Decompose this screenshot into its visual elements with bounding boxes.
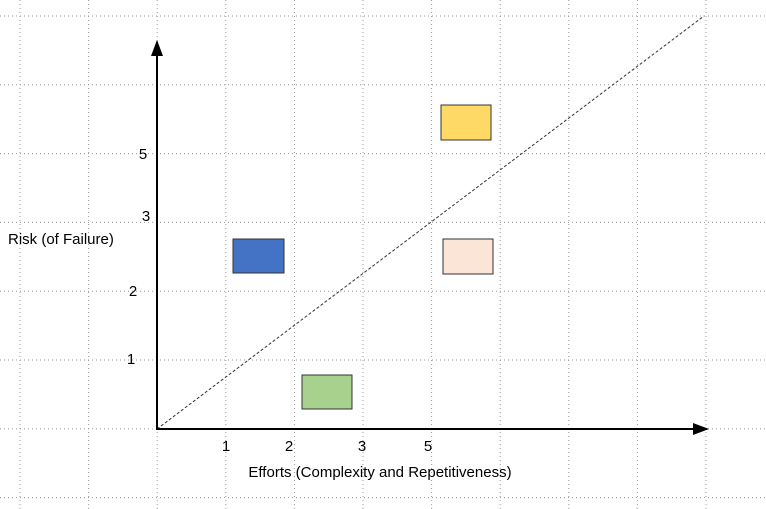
y-tick-label: 5 bbox=[139, 146, 147, 163]
x-tick-label: 3 bbox=[358, 438, 366, 455]
box-peach bbox=[442, 238, 494, 275]
y-tick-label: 2 bbox=[129, 283, 137, 300]
x-axis-label: Efforts (Complexity and Repetitiveness) bbox=[248, 464, 511, 481]
x-tick-label: 2 bbox=[285, 438, 293, 455]
box-yellow bbox=[440, 104, 492, 141]
x-tick-label: 1 bbox=[222, 438, 230, 455]
box-blue bbox=[232, 238, 285, 274]
box-green bbox=[301, 374, 353, 410]
y-axis-label: Risk (of Failure) bbox=[8, 231, 114, 248]
diagonal bbox=[156, 15, 705, 430]
x-tick-label: 5 bbox=[424, 438, 432, 455]
y-tick-label: 1 bbox=[127, 351, 135, 368]
y-tick-label: 3 bbox=[142, 208, 150, 225]
